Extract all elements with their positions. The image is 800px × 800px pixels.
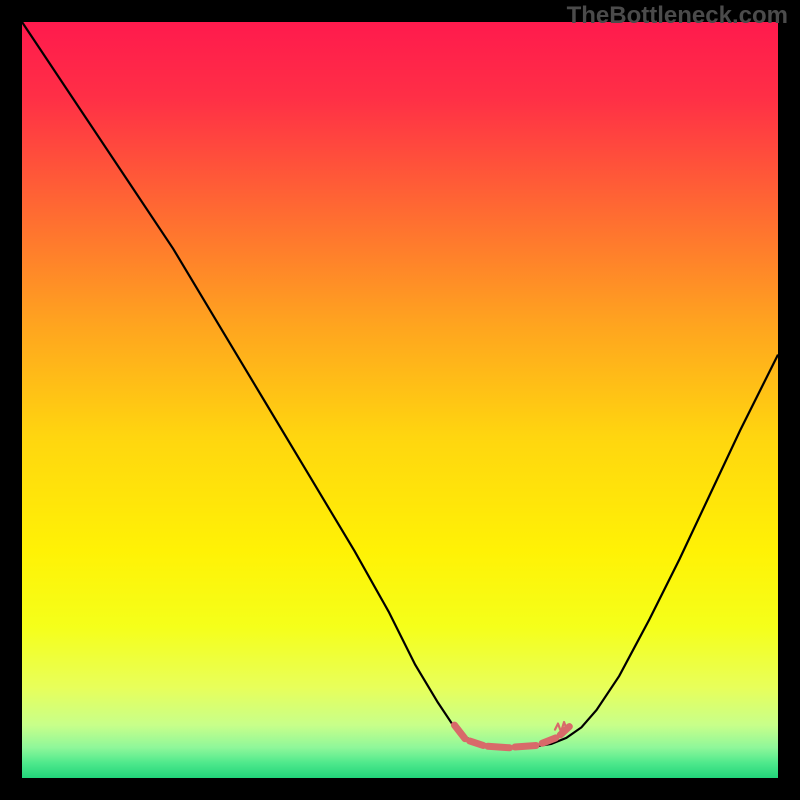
bottleneck-curve: [22, 22, 778, 747]
watermark-text: TheBottleneck.com: [567, 2, 788, 30]
trough-marker-segment: [542, 738, 556, 743]
curve-layer: [22, 22, 778, 778]
plot-area: [22, 22, 778, 778]
trough-marker-segment: [470, 741, 484, 746]
trough-marker-segment: [454, 725, 465, 739]
trough-marker-segment: [515, 745, 536, 747]
trough-marker-segment: [488, 746, 510, 748]
chart-outer-frame: TheBottleneck.com: [0, 0, 800, 800]
